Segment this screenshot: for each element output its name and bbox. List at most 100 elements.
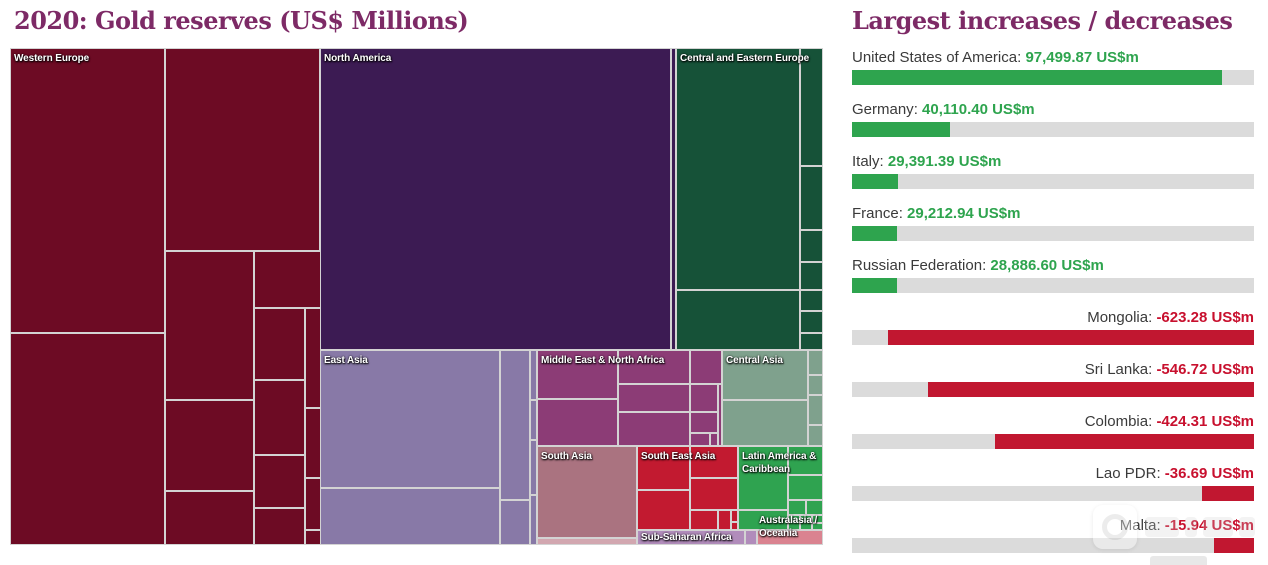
treemap-cell[interactable] xyxy=(254,308,305,380)
bar-country-label: Malta xyxy=(1119,517,1157,534)
treemap-cell[interactable] xyxy=(530,440,537,495)
treemap-cell[interactable] xyxy=(722,350,808,400)
treemap-cell[interactable] xyxy=(731,522,738,530)
treemap-cell[interactable] xyxy=(800,166,823,230)
treemap-cell[interactable] xyxy=(800,333,823,350)
bar-track xyxy=(852,486,1254,501)
treemap-cell[interactable] xyxy=(618,384,690,412)
treemap-cell[interactable] xyxy=(690,478,738,510)
treemap-cell[interactable] xyxy=(676,48,800,290)
bar-track xyxy=(852,226,1254,241)
treemap-cell[interactable] xyxy=(500,350,530,500)
bar-row-label: Mongolia: -623.28 US$m xyxy=(852,308,1254,327)
treemap-cell[interactable] xyxy=(165,251,254,400)
bar-value: -546.72 US$m xyxy=(1156,361,1254,378)
treemap-cell[interactable] xyxy=(530,400,537,440)
bar-value: 29,212.94 US$m xyxy=(907,205,1021,222)
treemap-cell[interactable] xyxy=(165,400,254,491)
bar-fill xyxy=(852,70,1222,85)
bar-country-label: Mongolia xyxy=(1087,309,1149,326)
treemap-cell[interactable] xyxy=(320,48,671,350)
treemap-cell[interactable] xyxy=(808,375,823,395)
bar-row: Mongolia: -623.28 US$m xyxy=(852,308,1254,345)
bar-fill xyxy=(852,122,951,137)
treemap-region-label-line: Latin America & xyxy=(742,451,817,462)
bar-value: 29,391.39 US$m xyxy=(887,153,1002,170)
treemap-cell[interactable] xyxy=(537,399,618,446)
treemap-cell[interactable] xyxy=(537,538,637,545)
treemap-cell[interactable] xyxy=(165,491,254,545)
treemap-cell[interactable] xyxy=(320,350,500,488)
treemap-cell[interactable] xyxy=(731,510,738,522)
treemap-cell[interactable] xyxy=(718,384,722,446)
treemap-region-label-line: Australasia / xyxy=(759,515,818,526)
treemap-cell[interactable] xyxy=(738,510,788,530)
bar-panel: United States of America: 97,499.87 US$m… xyxy=(852,48,1254,565)
treemap-cell[interactable] xyxy=(537,350,618,399)
bar-track xyxy=(852,70,1254,85)
treemap-cell[interactable] xyxy=(637,530,745,545)
treemap-cell[interactable] xyxy=(10,333,165,545)
treemap-cell[interactable] xyxy=(745,530,757,545)
treemap-cell[interactable] xyxy=(618,412,690,446)
treemap-cell[interactable] xyxy=(537,446,637,538)
treemap-cell[interactable] xyxy=(800,290,823,311)
treemap-cell[interactable] xyxy=(165,48,320,251)
treemap-region-label: Central and Eastern Europe xyxy=(680,53,810,64)
treemap-cell[interactable] xyxy=(671,48,676,350)
treemap-cell[interactable] xyxy=(806,500,823,515)
treemap-cell[interactable] xyxy=(722,400,808,446)
treemap-cell[interactable] xyxy=(637,490,690,530)
treemap-cell[interactable] xyxy=(812,515,823,523)
treemap-region-label: North America xyxy=(324,53,392,64)
treemap-cell[interactable] xyxy=(690,446,738,478)
treemap-region-label: Middle East & North Africa xyxy=(541,355,665,366)
treemap-cell[interactable] xyxy=(808,425,823,446)
bar-country-label: Colombia xyxy=(1084,413,1149,430)
treemap-cell[interactable] xyxy=(788,446,823,475)
treemap-cell[interactable] xyxy=(788,475,823,500)
treemap-cell[interactable] xyxy=(676,290,800,350)
bar-label-separator: : xyxy=(898,205,908,222)
treemap-cell[interactable] xyxy=(690,412,718,433)
treemap-cell[interactable] xyxy=(800,262,823,290)
bar-row: Colombia: -424.31 US$m xyxy=(852,412,1254,449)
treemap-cell[interactable] xyxy=(618,350,690,384)
treemap-cell[interactable] xyxy=(690,384,718,412)
treemap-cell[interactable] xyxy=(320,488,500,545)
treemap-cell[interactable] xyxy=(690,510,718,530)
treemap-cell[interactable] xyxy=(690,433,710,446)
treemap-cell[interactable] xyxy=(800,311,823,333)
bar-country-label: Lao PDR xyxy=(1095,465,1157,482)
treemap-cell[interactable] xyxy=(254,455,305,508)
treemap-cell[interactable] xyxy=(738,446,788,510)
treemap-cell[interactable] xyxy=(757,530,823,545)
bar-country-label: Italy xyxy=(852,153,880,170)
treemap-cell[interactable] xyxy=(812,523,823,530)
bar-row: United States of America: 97,499.87 US$m xyxy=(852,48,1254,85)
treemap-cell[interactable] xyxy=(530,350,537,400)
treemap-cell[interactable] xyxy=(254,380,305,455)
treemap-title: 2020: Gold reserves (US$ Millions) xyxy=(14,6,469,35)
treemap-cell[interactable] xyxy=(788,515,800,530)
treemap-cell[interactable] xyxy=(254,251,330,308)
treemap-cell[interactable] xyxy=(10,48,165,333)
treemap-cell[interactable] xyxy=(530,495,537,545)
treemap-cell[interactable] xyxy=(800,48,823,166)
bar-row: France: 29,212.94 US$m xyxy=(852,204,1254,241)
treemap-cell[interactable] xyxy=(500,500,530,545)
watermark-logo[interactable] xyxy=(1093,503,1258,565)
treemap-cell[interactable] xyxy=(808,395,823,425)
treemap-cell[interactable] xyxy=(637,446,690,490)
treemap-cell[interactable] xyxy=(690,350,722,384)
treemap-cell[interactable] xyxy=(808,350,823,375)
bar-fill xyxy=(1201,486,1254,501)
bar-fill xyxy=(888,330,1254,345)
treemap-cell[interactable] xyxy=(800,230,823,262)
treemap-cell[interactable] xyxy=(788,500,806,515)
treemap-cell[interactable] xyxy=(800,515,812,530)
treemap-cell[interactable] xyxy=(710,433,718,446)
bar-row: Russian Federation: 28,886.60 US$m xyxy=(852,256,1254,293)
treemap-cell[interactable] xyxy=(254,508,305,545)
treemap-cell[interactable] xyxy=(718,510,731,530)
